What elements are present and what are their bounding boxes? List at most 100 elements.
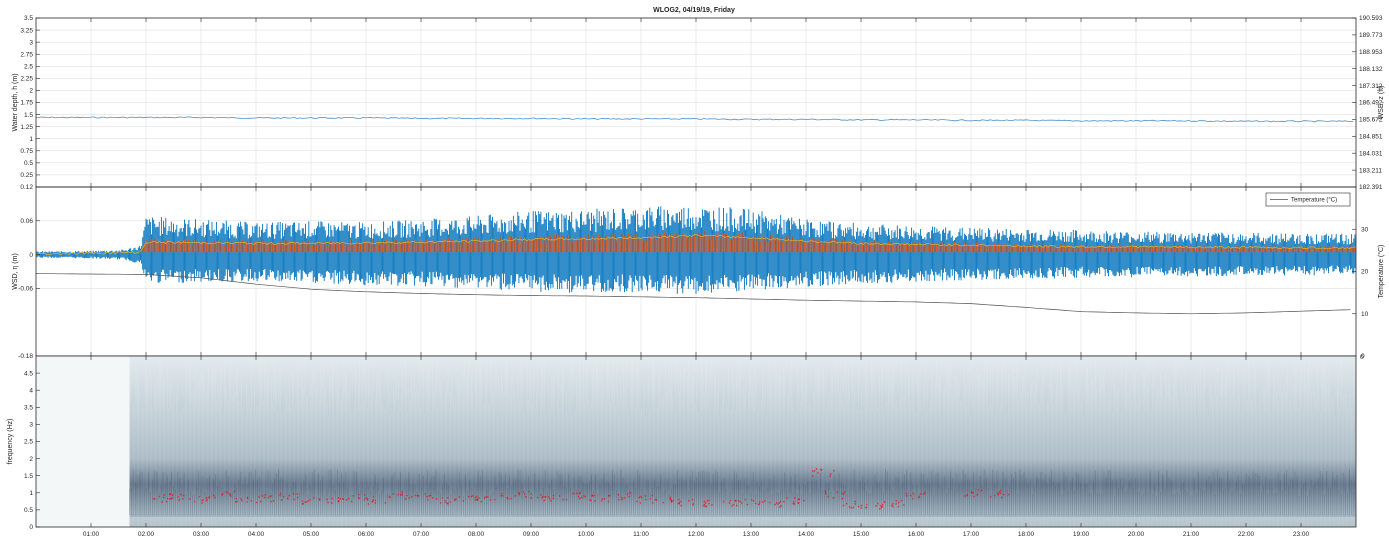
peak-marker: * [747,503,749,509]
peak-marker: * [462,500,464,506]
peak-marker: * [797,502,799,508]
peak-marker: * [618,498,620,504]
peak-marker: * [830,473,832,479]
peak-marker: * [920,493,922,499]
peak-marker: * [241,500,243,506]
peak-marker: * [477,499,479,505]
peak-marker: * [264,496,266,502]
tick-label-x: 22:00 [1238,531,1255,538]
peak-marker: * [584,496,586,502]
peak-marker: * [436,498,438,504]
peak-marker: * [342,498,344,504]
peak-marker: * [990,496,992,502]
tick-label-x: 13:00 [743,531,760,538]
tick-label-x: 12:00 [688,531,705,538]
ylabel-wse: WSE, z (ft) [1378,86,1385,120]
tick-label-y: 0 [29,524,33,531]
tick-label-x: 08:00 [468,531,485,538]
peak-marker: * [680,504,682,510]
peak-marker: * [783,501,785,507]
peak-marker: * [222,493,224,499]
peak-marker: * [841,493,843,499]
peak-marker: * [583,495,585,501]
peak-marker: * [427,499,429,505]
peak-marker: * [678,503,680,509]
tick-label-y-right: 20 [1361,269,1369,276]
peak-marker: * [776,502,778,508]
peak-marker: * [629,492,631,498]
peak-marker: * [877,503,879,509]
tick-label-y: 0.06 [20,218,33,225]
peak-marker: * [820,468,822,474]
peak-marker: * [880,505,882,511]
peak-marker: * [860,507,862,513]
peak-marker: * [455,498,457,504]
peak-marker: * [608,501,610,507]
tick-label-y: 1 [29,490,33,497]
peak-marker: * [372,499,374,505]
peak-marker: * [301,500,303,506]
peak-frequency-markers: * * * * * * * * * * * * * * * * * * * * * * * * * * * * * * * * * * * * * * * *… [152,468,1009,514]
peak-marker: * [706,500,708,506]
peak-marker: * [364,494,366,500]
peak-marker: * [201,502,203,508]
peak-marker: * [591,495,593,501]
peak-marker: * [338,500,340,506]
peak-marker: * [166,500,168,506]
peak-marker: * [858,506,860,512]
peak-marker: * [476,496,478,502]
tick-label-y: 2.5 [24,439,33,446]
peak-marker: * [267,497,269,503]
peak-marker: * [578,496,580,502]
peak-marker: * [850,507,852,513]
peak-marker: * [180,494,182,500]
peak-marker: * [825,492,827,498]
xticks-time: 01:00 02:00 03:00 04:00 05:00 06:00 07:00 08:00… [83,18,1310,538]
peak-marker: * [552,498,554,504]
tick-label-y-right: 187.312 [1359,83,1383,90]
peak-marker: * [670,499,672,505]
peak-marker: * [235,497,237,503]
peak-marker: * [230,495,232,501]
tick-label-y-right: 190.593 [1359,15,1383,22]
peak-marker: * [408,497,410,503]
tick-label-y: 1.5 [24,112,33,119]
peak-marker: * [169,498,171,504]
peak-marker: * [729,502,731,508]
peak-marker: * [866,507,868,513]
peak-marker: * [367,503,369,509]
peak-marker: * [170,493,172,499]
peak-marker: * [288,494,290,500]
peak-marker: * [326,498,328,504]
peak-marker: * [342,498,344,504]
peak-marker: * [178,499,180,505]
peak-marker: * [541,496,543,502]
peak-marker: * [578,493,580,499]
peak-marker: * [440,502,442,508]
peak-marker: * [865,507,867,513]
tick-label-x: 10:00 [578,531,595,538]
peak-marker: * [260,501,262,507]
peak-marker: * [476,499,478,505]
peak-marker: * [854,503,856,509]
peak-marker: * [233,490,235,496]
peak-marker: * [411,496,413,502]
peak-marker: * [494,498,496,504]
peak-marker: * [371,501,373,507]
peak-marker: * [430,494,432,500]
peak-marker: * [579,492,581,498]
peak-marker: * [530,497,532,503]
peak-marker: * [803,499,805,505]
peak-marker: * [679,501,681,507]
peak-marker: * [449,501,451,507]
peak-marker: * [651,495,653,501]
peak-marker: * [816,468,818,474]
peak-marker: * [506,497,508,503]
peak-marker: * [208,497,210,503]
yticks-wse: 182.391 183.211 184.031 184.851 185.672 186.4… [1352,15,1383,191]
peak-marker: * [283,496,285,502]
peak-marker: * [559,495,561,501]
peak-marker: * [881,506,883,512]
peak-marker: * [590,500,592,506]
peak-marker: * [976,494,978,500]
